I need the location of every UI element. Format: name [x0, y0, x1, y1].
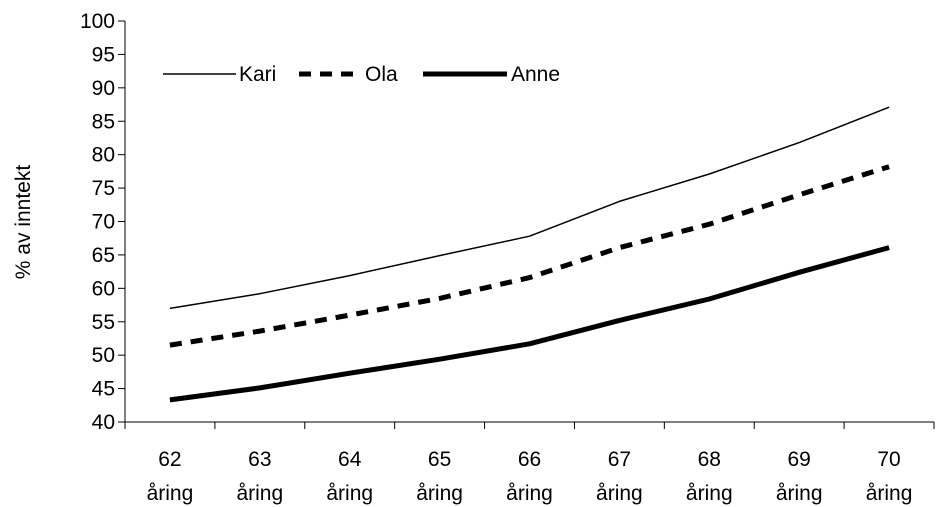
x-tick-label: 68	[698, 448, 721, 471]
x-tick-label: åring	[776, 482, 823, 505]
x-tick-label: åring	[416, 482, 463, 505]
x-tick-label: 67	[608, 448, 631, 471]
x-tick-label: åring	[147, 482, 194, 505]
y-tick-label: 85	[92, 110, 115, 133]
x-tick-label: åring	[596, 482, 643, 505]
legend-label-kari: Kari	[239, 63, 276, 86]
legend-label-ola: Ola	[365, 63, 398, 86]
x-tick-label: åring	[506, 482, 553, 505]
y-axis-ticks: 40 45 50 55 60 65 70 75 80 85 90 95 100	[80, 10, 125, 434]
series-line-kari	[169, 106, 890, 310]
x-tick-label: åring	[326, 482, 373, 505]
y-tick-label: 50	[92, 344, 115, 367]
x-tick-label: åring	[236, 482, 283, 505]
y-tick-label: 70	[92, 211, 115, 234]
y-tick-label: 55	[92, 311, 115, 334]
y-tick-label: 90	[92, 77, 115, 100]
series-line-anne	[169, 245, 890, 403]
x-axis-ticks: 62 åring 63 åring 64 åring 65 åring 66 åring 67 åri…	[124, 422, 935, 505]
y-tick-label: 95	[92, 43, 115, 66]
legend: Kari Ola Anne	[163, 63, 560, 86]
series-line-ola	[169, 164, 890, 348]
y-tick-label: 40	[92, 411, 115, 434]
legend-label-anne: Anne	[511, 63, 560, 86]
y-tick-label: 65	[92, 244, 115, 267]
series-lines	[169, 106, 890, 403]
x-tick-label: 69	[787, 448, 810, 471]
y-axis-label: % av inntekt	[12, 165, 35, 280]
y-tick-label: 75	[92, 177, 115, 200]
x-tick-label: åring	[866, 482, 913, 505]
x-tick-label: 70	[877, 448, 900, 471]
y-tick-label: 80	[92, 144, 115, 167]
x-tick-label: 64	[338, 448, 362, 471]
y-tick-label: 100	[80, 10, 115, 33]
x-tick-label: åring	[686, 482, 733, 505]
y-tick-label: 60	[92, 277, 115, 300]
x-tick-label: 66	[518, 448, 541, 471]
x-tick-label: 63	[248, 448, 271, 471]
y-tick-label: 45	[92, 378, 115, 401]
x-tick-label: 65	[428, 448, 451, 471]
x-tick-label: 62	[158, 448, 181, 471]
